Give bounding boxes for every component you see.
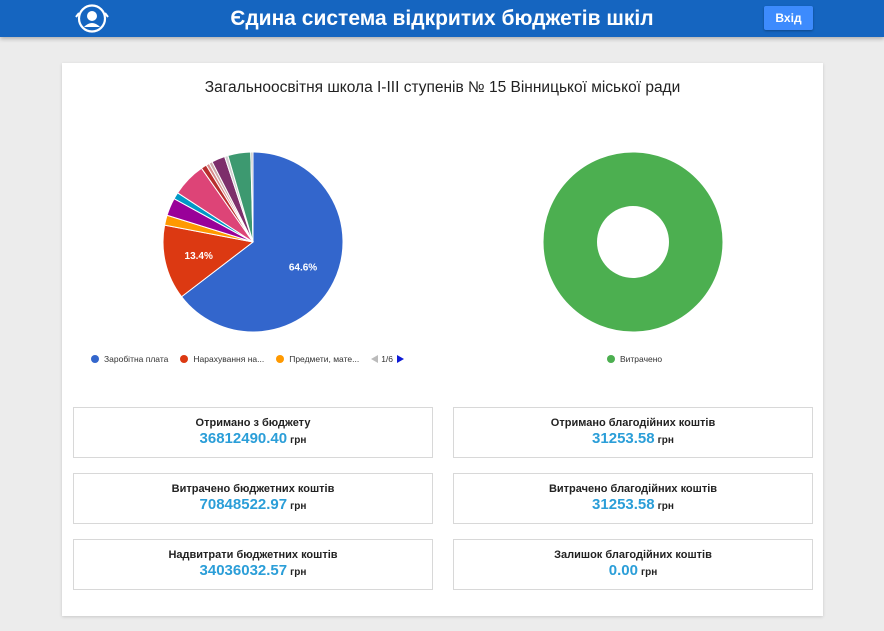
stat-value: 70848522.97 xyxy=(199,496,288,513)
legend-label: Заробітна плата xyxy=(104,354,169,364)
stat-unit: грн xyxy=(290,567,307,578)
stat-unit: грн xyxy=(290,501,307,512)
legend-page-indicator: 1/6 xyxy=(381,354,394,364)
legend-pager: 1/6 xyxy=(371,354,405,364)
legend-dot xyxy=(180,355,189,363)
school-card: Загальноосвітня школа І-ІІІ ступенів № 1… xyxy=(62,63,823,616)
stat-budget-received: Отримано з бюджету 36812490.40 грн xyxy=(73,407,433,458)
expenses-pie-slice-label: 64.6% xyxy=(289,263,317,274)
stat-value: 36812490.40 xyxy=(199,430,288,447)
stat-unit: грн xyxy=(290,435,307,446)
stat-unit: грн xyxy=(640,567,658,578)
expenses-pie-slice[interactable] xyxy=(162,224,255,298)
legend-item-spent[interactable]: Витрачено xyxy=(607,354,662,364)
top-bar: Єдина система відкритих бюджетів шкіл Вх… xyxy=(0,0,884,37)
stat-value: 34036032.57 xyxy=(199,562,288,579)
charts-area: 64.6% 13.4% xyxy=(162,151,724,333)
legend-label: Предмети, мате... xyxy=(289,354,360,364)
stat-budget-spent: Витрачено бюджетних коштів 70848522.97 гр… xyxy=(73,473,433,524)
legend-label: Витрачено xyxy=(620,354,663,364)
legend-dot xyxy=(276,355,285,363)
legend-dot xyxy=(91,355,99,363)
stat-value: 0.00 xyxy=(608,562,638,579)
charity-donut-hole xyxy=(597,206,669,278)
legend-label: Нарахування на... xyxy=(193,354,265,364)
stat-unit: грн xyxy=(657,435,674,446)
stat-charity-spent: Витрачено благодійних коштів 31253.58 грн xyxy=(453,473,813,524)
site-title: Єдина система відкритих бюджетів шкіл xyxy=(230,7,654,30)
charity-chart-legend: Витрачено xyxy=(607,354,674,364)
expenses-pie-slice-label: 13.4% xyxy=(185,251,213,262)
expenses-pie-slice[interactable] xyxy=(250,151,254,243)
stat-charity-remaining: Залишок благодійних коштів 0.00 грн xyxy=(453,539,813,590)
stat-charity-received: Отримано благодійних коштів 31253.58 грн xyxy=(453,407,813,458)
legend-dot xyxy=(607,355,615,363)
legend-prev-icon[interactable] xyxy=(371,355,379,363)
legend-item-salary[interactable]: Заробітна плата xyxy=(91,354,168,364)
legend-item-items[interactable]: Предмети, мате... xyxy=(276,354,359,364)
login-button[interactable]: Вхід xyxy=(764,6,813,30)
expenses-chart-legend: Заробітна плата Нарахування на... Предме… xyxy=(91,354,405,364)
stat-label: Надвитрати бюджетних коштів xyxy=(168,549,338,561)
stat-label: Витрачено благодійних коштів xyxy=(548,483,718,495)
legend-next-icon[interactable] xyxy=(397,355,405,363)
stat-label: Залишок благодійних коштів xyxy=(554,549,712,561)
school-title: Загальноосвітня школа І-ІІІ ступенів № 1… xyxy=(204,79,681,96)
stat-value: 31253.58 xyxy=(592,430,655,447)
stat-label: Витрачено бюджетних коштів xyxy=(171,483,335,495)
expenses-pie-slice[interactable] xyxy=(180,151,344,333)
stat-unit: грн xyxy=(657,501,674,512)
stat-value: 31253.58 xyxy=(592,496,655,513)
stat-label: Отримано з бюджету xyxy=(195,417,311,429)
stat-budget-overspent: Надвитрати бюджетних коштів 34036032.57 г… xyxy=(73,539,433,590)
stat-label: Отримано благодійних коштів xyxy=(550,417,716,429)
school-logo-icon[interactable] xyxy=(74,3,110,34)
legend-item-accruals[interactable]: Нарахування на... xyxy=(180,354,264,364)
